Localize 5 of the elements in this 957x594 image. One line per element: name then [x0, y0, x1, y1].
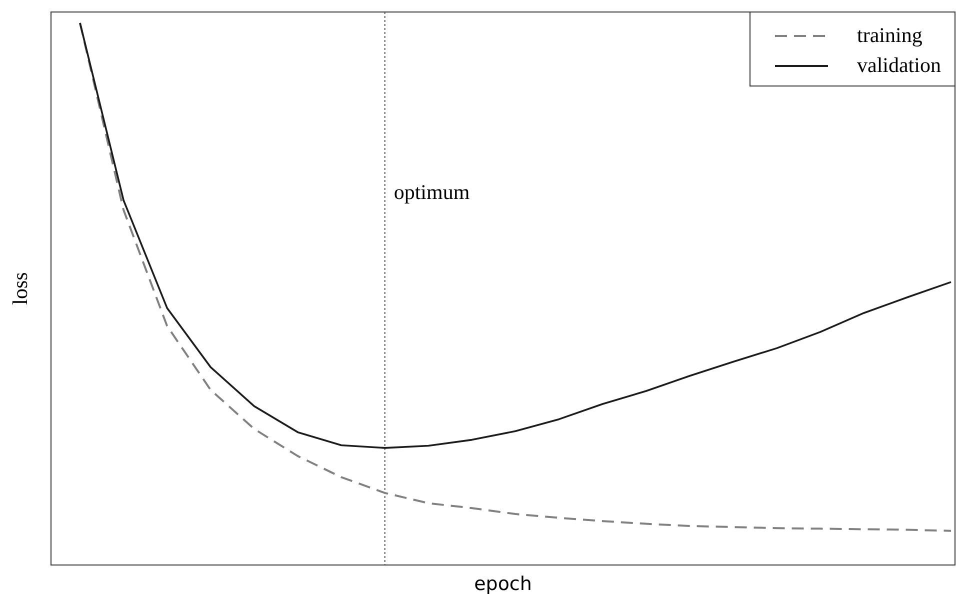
legend-label: training — [857, 23, 923, 47]
y-axis-title: loss — [8, 272, 32, 305]
legend-label: validation — [857, 53, 942, 77]
text: optimum — [394, 180, 470, 204]
x-axis-title: epoch — [474, 573, 532, 594]
